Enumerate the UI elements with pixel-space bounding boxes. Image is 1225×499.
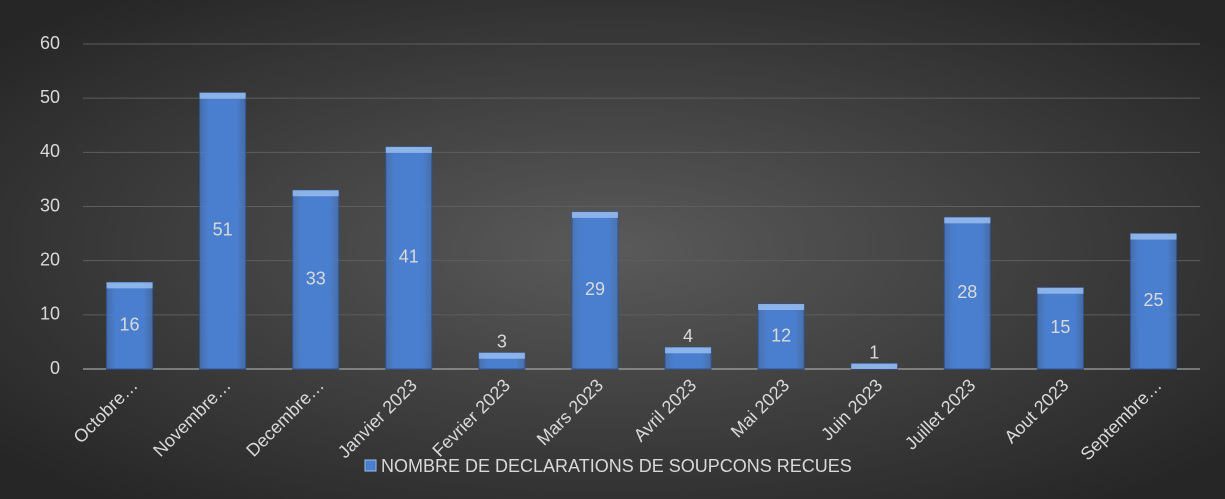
bar <box>385 146 433 370</box>
bar-cap <box>385 146 432 153</box>
y-tick-label: 20 <box>40 249 60 269</box>
bar <box>757 303 805 370</box>
bar <box>571 211 619 370</box>
legend-label: NOMBRE DE DECLARATIONS DE SOUPCONS RECUE… <box>381 456 852 476</box>
bar <box>1036 287 1084 370</box>
legend-swatch <box>364 459 377 472</box>
bar-cap <box>478 352 525 359</box>
bar-cap <box>851 363 898 369</box>
y-tick-label: 40 <box>40 141 60 161</box>
bar-cap <box>1037 287 1084 294</box>
y-tick-label: 30 <box>40 195 60 215</box>
bar-cap <box>1130 233 1177 240</box>
data-label: 16 <box>120 314 140 334</box>
y-tick-label: 0 <box>50 358 60 378</box>
bar-cap <box>292 190 339 197</box>
y-tick-label: 10 <box>40 304 60 324</box>
bar-cap <box>665 347 712 354</box>
data-label: 41 <box>399 247 419 267</box>
bar <box>199 92 247 370</box>
bar <box>292 189 340 370</box>
data-label: 3 <box>497 332 507 352</box>
y-tick-label: 50 <box>40 87 60 107</box>
data-label: 4 <box>683 326 693 346</box>
bar-cap <box>106 282 153 289</box>
data-label: 29 <box>585 279 605 299</box>
bar-cap <box>571 211 618 218</box>
data-label: 12 <box>771 325 791 345</box>
data-label: 28 <box>957 282 977 302</box>
y-tick-label: 60 <box>40 33 60 53</box>
bar-cap <box>944 217 991 224</box>
bar-cap <box>199 92 246 99</box>
data-label: 25 <box>1143 290 1163 310</box>
data-label: 1 <box>869 342 879 362</box>
data-label: 15 <box>1050 317 1070 337</box>
bar-cap <box>758 304 805 310</box>
data-label: 33 <box>306 268 326 288</box>
bar <box>1129 233 1177 370</box>
data-label: 51 <box>213 220 233 240</box>
